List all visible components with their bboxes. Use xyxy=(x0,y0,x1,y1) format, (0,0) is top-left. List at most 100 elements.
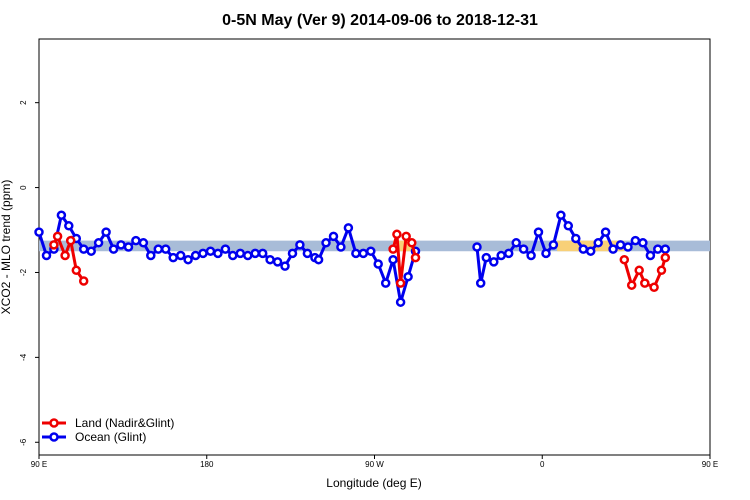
land-point xyxy=(626,280,637,290)
ocean-point xyxy=(116,240,126,250)
land-point xyxy=(649,282,659,293)
ocean-point xyxy=(168,252,178,263)
ocean-point xyxy=(373,259,383,269)
ocean-point xyxy=(403,271,413,282)
ocean-point xyxy=(183,254,193,265)
land-point xyxy=(49,240,59,250)
ocean-point xyxy=(336,242,346,252)
ocean-point xyxy=(321,238,331,248)
y-axis-ticks: 2 0 -2 -4 -6 xyxy=(19,100,39,446)
ocean-point xyxy=(395,297,406,307)
ocean-point xyxy=(578,244,589,254)
ocean-point xyxy=(489,257,499,267)
ocean-point xyxy=(175,250,186,261)
land-point xyxy=(388,244,398,254)
ocean-point xyxy=(138,238,149,248)
land-point xyxy=(401,231,411,242)
land-point xyxy=(71,265,82,276)
ocean-point xyxy=(541,248,551,259)
ocean-point xyxy=(41,250,52,261)
ocean-point xyxy=(511,238,521,248)
ocean-point xyxy=(265,254,275,265)
ocean-point xyxy=(496,250,506,261)
ocean-point xyxy=(86,246,96,256)
ocean-point xyxy=(64,221,74,231)
x-tick-label: 90 E xyxy=(31,460,47,469)
ocean-point xyxy=(160,244,171,254)
ocean-point xyxy=(585,246,596,256)
legend-item-ocean: Ocean (Glint) xyxy=(42,430,146,444)
ocean-point xyxy=(653,244,663,254)
ocean-point xyxy=(287,248,298,259)
ocean-point xyxy=(220,244,231,254)
ocean-point xyxy=(280,261,290,271)
land-point xyxy=(78,276,89,286)
y-tick-label: 0 xyxy=(19,185,28,190)
land-point xyxy=(65,235,76,246)
ocean-point xyxy=(358,248,369,259)
ocean-point xyxy=(153,244,164,254)
y-tick-label: 2 xyxy=(19,100,28,105)
x-tick-label: 180 xyxy=(200,460,214,469)
ocean-point xyxy=(380,278,391,288)
ocean-point xyxy=(93,238,104,248)
ocean-point xyxy=(556,210,566,220)
ocean-point xyxy=(302,248,313,259)
x-tick-label: 90 E xyxy=(702,460,718,469)
ocean-band xyxy=(39,240,710,252)
data-series xyxy=(34,210,671,307)
ocean-point xyxy=(213,248,223,259)
legend-label: Ocean (Glint) xyxy=(75,430,146,444)
legend-swatch-marker xyxy=(49,432,59,442)
ocean-point xyxy=(257,248,268,259)
land-point xyxy=(660,252,671,263)
ocean-point xyxy=(295,240,305,250)
ocean-point xyxy=(660,244,671,254)
ocean-point xyxy=(250,248,260,259)
land-series xyxy=(49,229,671,293)
ocean-point xyxy=(123,242,134,252)
land-point xyxy=(410,252,421,263)
ocean-point xyxy=(272,257,283,267)
ocean-point xyxy=(563,221,574,231)
land-point xyxy=(392,229,402,240)
ocean-point xyxy=(146,250,156,261)
ocean-point xyxy=(328,231,339,242)
land-point xyxy=(60,250,70,261)
ocean-point xyxy=(243,250,253,261)
legend-label: Land (Nadir&Glint) xyxy=(75,416,174,430)
ocean-series xyxy=(34,210,671,307)
x-tick-label: 0 xyxy=(540,460,545,469)
ocean-point xyxy=(78,244,89,254)
ocean-point xyxy=(34,227,44,237)
land-point xyxy=(634,265,644,276)
legend-swatch-marker xyxy=(49,418,59,428)
ocean-point xyxy=(366,246,376,256)
legend-item-land: Land (Nadir&Glint) xyxy=(42,416,174,430)
ocean-point xyxy=(593,238,603,248)
ocean-point xyxy=(190,250,201,261)
land-point xyxy=(395,278,406,288)
ocean-point xyxy=(472,242,482,252)
ocean-point xyxy=(615,240,626,250)
ocean-point xyxy=(228,250,238,261)
y-tick-label: -4 xyxy=(19,353,28,361)
legend: Land (Nadir&Glint)Ocean (Glint) xyxy=(42,416,174,444)
land-point xyxy=(52,231,63,242)
y-tick-label: -2 xyxy=(19,268,28,276)
ocean-point xyxy=(623,242,633,252)
land-point xyxy=(656,265,667,276)
x-axis-ticks: 90 E 180 90 W 0 90 E xyxy=(31,455,718,469)
ocean-point xyxy=(533,227,544,237)
ocean-point xyxy=(481,252,492,263)
ocean-point xyxy=(645,250,656,261)
ocean-point xyxy=(600,227,611,237)
ocean-point xyxy=(235,248,246,259)
x-tick-label: 90 W xyxy=(365,460,384,469)
land-point xyxy=(619,254,630,265)
x-axis-label: Longitude (deg E) xyxy=(326,476,421,490)
ocean-point xyxy=(313,254,324,265)
y-tick-label: -6 xyxy=(19,438,28,446)
chart-title: 0-5N May (Ver 9) 2014-09-06 to 2018-12-3… xyxy=(222,12,538,29)
